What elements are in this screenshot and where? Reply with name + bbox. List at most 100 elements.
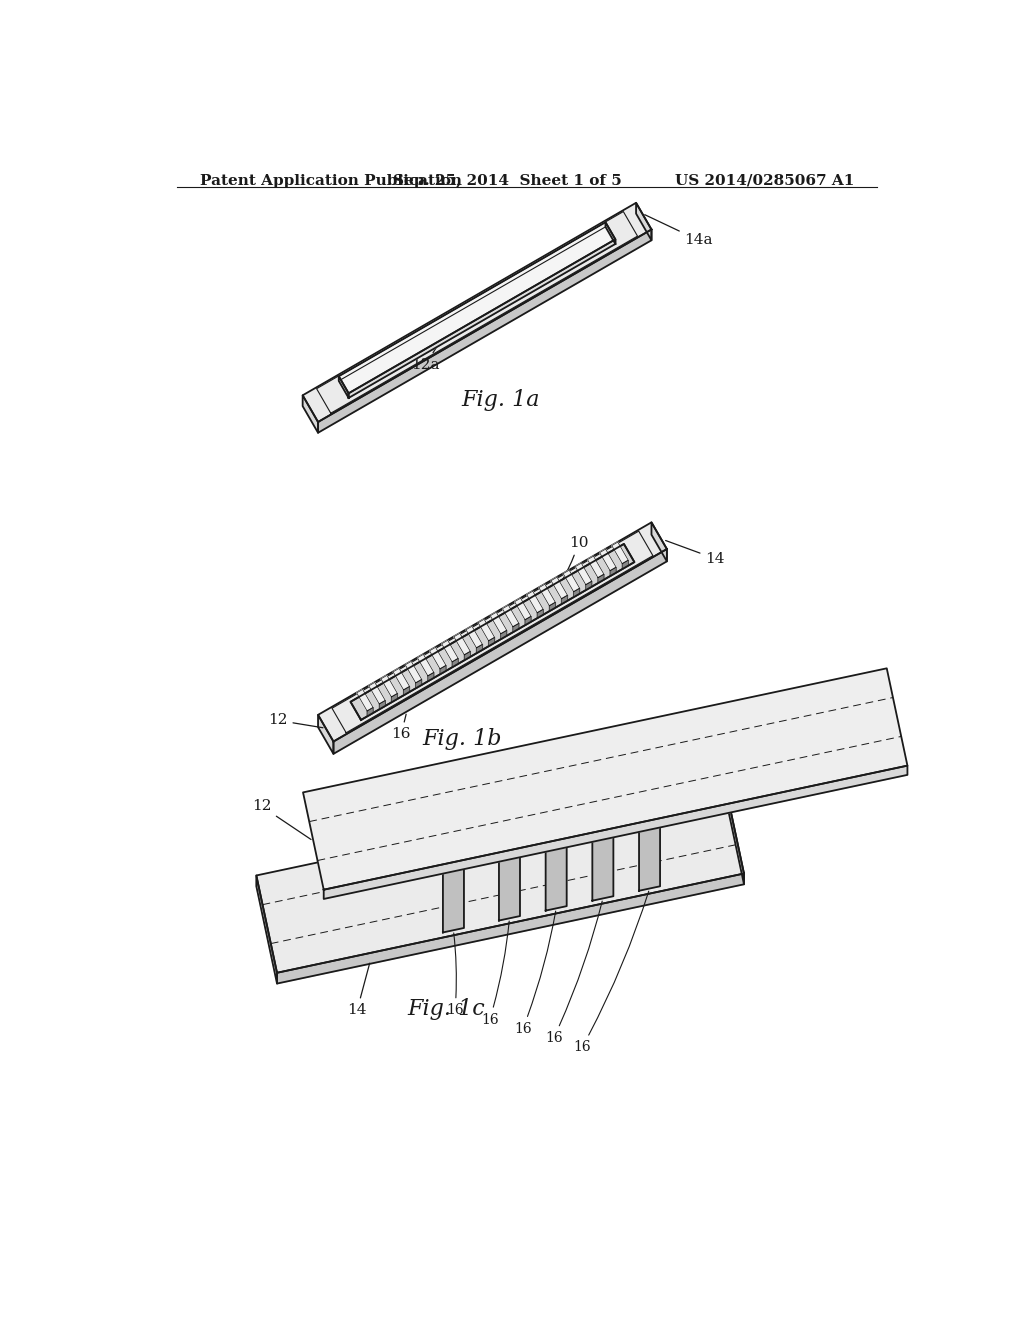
Polygon shape (623, 560, 629, 569)
Polygon shape (561, 595, 567, 605)
Polygon shape (424, 767, 445, 845)
Polygon shape (339, 222, 605, 381)
Polygon shape (303, 668, 907, 890)
Polygon shape (350, 544, 635, 719)
Text: 14: 14 (347, 964, 370, 1018)
Polygon shape (381, 676, 397, 697)
Polygon shape (339, 376, 348, 397)
Text: 16: 16 (481, 921, 509, 1027)
Text: 16: 16 (514, 911, 556, 1036)
Text: US 2014/0285067 A1: US 2014/0285067 A1 (675, 174, 854, 187)
Polygon shape (515, 598, 531, 620)
Polygon shape (480, 755, 502, 833)
Polygon shape (368, 708, 373, 717)
Polygon shape (356, 689, 373, 711)
Polygon shape (480, 755, 520, 847)
Polygon shape (464, 652, 470, 660)
Polygon shape (478, 619, 495, 642)
Polygon shape (393, 668, 410, 690)
Text: 10: 10 (442, 767, 464, 832)
Polygon shape (611, 543, 629, 564)
Polygon shape (339, 222, 615, 393)
Polygon shape (440, 665, 446, 675)
Polygon shape (513, 623, 519, 632)
Polygon shape (303, 395, 318, 433)
Polygon shape (575, 564, 592, 585)
Polygon shape (636, 203, 651, 240)
Text: 10: 10 (548, 536, 588, 602)
Polygon shape (526, 591, 543, 612)
Polygon shape (490, 612, 507, 634)
Polygon shape (256, 776, 744, 973)
Polygon shape (499, 843, 520, 920)
Polygon shape (539, 585, 555, 606)
Text: Fig. 1a: Fig. 1a (461, 389, 540, 412)
Polygon shape (600, 549, 616, 570)
Text: Fig. 1c: Fig. 1c (408, 998, 485, 1020)
Polygon shape (324, 766, 907, 899)
Polygon shape (546, 833, 566, 911)
Polygon shape (318, 230, 651, 433)
Text: 16: 16 (573, 891, 649, 1055)
Polygon shape (592, 824, 613, 900)
Text: 16: 16 (545, 902, 602, 1045)
Polygon shape (723, 776, 744, 884)
Polygon shape (588, 556, 604, 578)
Text: 12: 12 (268, 713, 323, 727)
Polygon shape (443, 855, 464, 932)
Polygon shape (621, 726, 641, 803)
Polygon shape (391, 693, 397, 702)
Polygon shape (573, 589, 580, 597)
Polygon shape (418, 655, 434, 676)
Polygon shape (651, 523, 667, 561)
Polygon shape (428, 672, 434, 681)
Polygon shape (527, 746, 548, 822)
Polygon shape (441, 640, 458, 661)
Polygon shape (318, 523, 667, 742)
Polygon shape (303, 203, 651, 422)
Polygon shape (429, 647, 446, 669)
Polygon shape (501, 631, 507, 639)
Text: 16: 16 (446, 933, 464, 1018)
Polygon shape (369, 682, 385, 704)
Polygon shape (278, 874, 744, 983)
Text: Patent Application Publication: Patent Application Publication (200, 174, 462, 187)
Polygon shape (476, 644, 482, 653)
Polygon shape (416, 680, 422, 688)
Polygon shape (318, 715, 334, 754)
Polygon shape (549, 602, 555, 611)
Polygon shape (639, 813, 660, 891)
Polygon shape (573, 735, 613, 828)
Polygon shape (403, 686, 410, 696)
Polygon shape (527, 746, 566, 837)
Polygon shape (621, 726, 660, 817)
Polygon shape (563, 570, 580, 591)
Polygon shape (488, 638, 495, 647)
Text: Sep. 25, 2014  Sheet 1 of 5: Sep. 25, 2014 Sheet 1 of 5 (393, 174, 623, 187)
Polygon shape (256, 875, 278, 983)
Text: 12a: 12a (411, 329, 449, 372)
Polygon shape (525, 616, 531, 626)
Polygon shape (453, 659, 458, 668)
Text: 12: 12 (252, 799, 311, 840)
Polygon shape (610, 568, 616, 576)
Polygon shape (598, 574, 604, 583)
Polygon shape (605, 222, 615, 244)
Polygon shape (538, 610, 543, 618)
Polygon shape (379, 701, 385, 709)
Text: Fig. 1b: Fig. 1b (422, 729, 502, 750)
Polygon shape (551, 577, 567, 599)
Polygon shape (573, 735, 595, 813)
Text: 14: 14 (666, 540, 725, 566)
Polygon shape (424, 767, 464, 859)
Polygon shape (454, 634, 470, 655)
Text: 16: 16 (391, 714, 411, 742)
Polygon shape (503, 606, 519, 627)
Polygon shape (339, 227, 615, 397)
Text: 14a: 14a (645, 215, 713, 247)
Polygon shape (586, 581, 592, 590)
Polygon shape (466, 626, 482, 648)
Polygon shape (406, 661, 422, 682)
Polygon shape (348, 239, 615, 397)
Polygon shape (334, 549, 667, 754)
